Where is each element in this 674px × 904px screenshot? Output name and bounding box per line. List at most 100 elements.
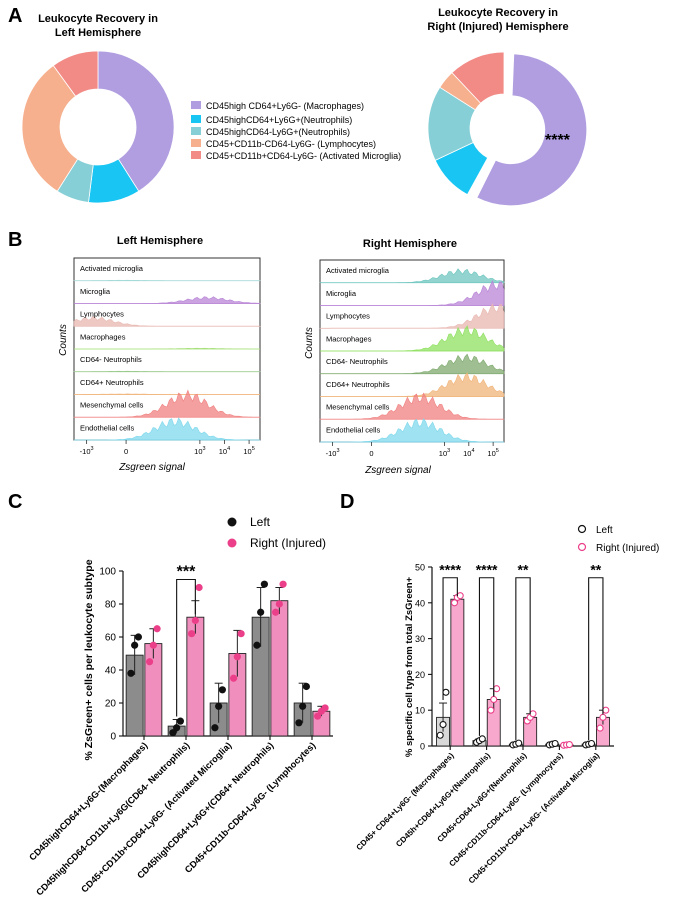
legend-label-macrophages: CD45high CD64+Ly6G- (Macrophages) [206, 101, 364, 111]
histo-left-xtick-label: 103 [194, 446, 205, 456]
bar-c-point-right-injured-1 [195, 583, 203, 592]
pie-right-title-line2: Right (Injured) Hemisphere [427, 21, 568, 33]
histo-right: Activated microglia Microglia Lymphocytes M… [319, 259, 505, 458]
histo-left-curve-cd64-neutrophils [73, 370, 261, 373]
bar-d-point-right-injured-1 [487, 706, 495, 714]
bar-c-point-left-2 [218, 686, 226, 694]
bar-d-ylabel: % specific cell type from total ZsGreen+ [404, 576, 415, 757]
bar-d-point-right-injured-4 [596, 724, 604, 732]
histo-right-curve-lymphocytes [319, 302, 505, 329]
histo-left-xtick-label: -103 [80, 446, 94, 456]
histo-left-label-lymphocytes: Lymphocytes [80, 310, 124, 319]
histo-left-xtick-label: 105 [243, 446, 254, 456]
bar-d-sig-bracket-0 [442, 577, 458, 701]
bar-c-point-right-injured-3 [272, 608, 280, 616]
bar-c-point-left-1 [176, 717, 184, 725]
pie-left-title-line1: Leukocyte Recovery in [38, 13, 158, 25]
bar-d-point-left-4 [587, 739, 596, 748]
histo-right-xtick-exp: 4 [471, 448, 474, 454]
legend-c-left-label: Left [250, 515, 271, 529]
pie-legend: CD45high CD64+Ly6G- (Macrophages) CD45hi… [191, 101, 401, 161]
bar-c-point-left-4 [299, 702, 307, 710]
pie-slice-cd45high-cd64-ly6g-macrophages [476, 53, 588, 207]
histo-right-xtick-exp: 5 [496, 448, 499, 454]
bar-c-ylabel: % ZsGreen+ cells per leukocyte subtype [83, 559, 95, 760]
histo-right-curve-macrophages [320, 325, 505, 352]
pie-right [427, 51, 588, 207]
histo-left-ylabel: Counts [58, 324, 69, 356]
legend-label-cd64pos-neutrophils: CD45highCD64+Ly6G+(Neutrophils) [206, 115, 352, 125]
bar-c-ytick-label: 20 [105, 699, 117, 710]
histo-left-xtick-exp: 5 [252, 446, 255, 452]
bar-d-sig-label-2: ** [518, 562, 529, 578]
panel-letter-a: A [8, 5, 22, 27]
legend-c-left-marker [227, 517, 237, 527]
bar-d-point-right-injured-0 [450, 599, 459, 607]
bar-c-point-left-0 [134, 633, 142, 641]
bar-d-point-left-0 [436, 731, 444, 739]
legend-d-left-label: Left [596, 525, 613, 536]
bar-d-ytick-label: 10 [415, 706, 425, 716]
histo-right-xtick-label: 104 [463, 448, 474, 458]
bar-c-point-right-injured-4 [321, 704, 329, 712]
bar-c-ytick-label: 100 [99, 567, 116, 578]
histo-right-label-microglia: Microglia [326, 289, 357, 298]
histo-left-title: Left Hemisphere [117, 235, 203, 247]
bar-c-ytick-label: 60 [105, 633, 117, 644]
histo-right-label-endothelial-cells: Endothelial cells [326, 425, 380, 434]
bar-c-point-left-3 [260, 580, 268, 588]
bar-d-point-left-2 [515, 739, 523, 747]
bar-d-point-left-1 [478, 735, 486, 743]
histo-right-curve-cd64-neutrophils [319, 353, 505, 375]
bar-c-point-right-injured-2 [233, 653, 241, 661]
legend-swatch-cd64pos-neutrophils [191, 115, 201, 123]
histo-right-label-cd64-neutrophils: CD64+ Neutrophils [326, 380, 390, 389]
bar-d-legend: Left Right (Injured) [577, 524, 659, 554]
pie-slice-cd45-cd11b-cd64-ly6g-activated-microglia [451, 51, 505, 104]
bar-d-bar-right-injured-0 [450, 598, 465, 747]
bar-d-sig-bracket-1 [478, 577, 495, 736]
bar-c-point-left-0 [127, 669, 135, 677]
histo-left-xtick-label: 104 [219, 446, 230, 456]
bar-c-point-right-injured-2 [237, 630, 245, 638]
bar-c-point-left-2 [211, 724, 219, 732]
legend-d-left-marker [577, 524, 587, 534]
bar-d-point-right-injured-3 [565, 741, 573, 749]
histo-right-label-macrophages: Macrophages [326, 334, 372, 343]
histo-left-label-cd64-neutrophils: CD64+ Neutrophils [80, 378, 144, 387]
histo-right-label-mesenchymal-cells: Mesenchymal cells [326, 403, 390, 412]
histo-right-title: Right Hemisphere [363, 238, 457, 250]
bar-d-sig-bracket-2 [515, 577, 531, 741]
histo-left-curve-endothelial-cells [74, 417, 260, 441]
legend-label-activated-microglia: CD45+CD11b+CD64-Ly6G- (Activated Microgl… [206, 151, 401, 161]
bar-c-point-right-injured-0 [153, 625, 161, 633]
pie-left-title-line2: Left Hemisphere [55, 27, 141, 39]
histo-right-xtick-label: 0 [369, 449, 373, 458]
pie-left [21, 50, 175, 204]
histo-left-label-cd64-neutrophils: CD64- Neutrophils [80, 355, 142, 364]
bar-c-category-label-2: CD45+CD11b+CD64-Ly6G- (Activated Microgl… [79, 740, 233, 894]
histo-right-ylabel: Counts [304, 327, 315, 359]
bar-c-bar-right-injured-3 [270, 600, 289, 737]
bar-c-point-left-3 [253, 641, 261, 649]
bar-d-point-right-injured-2 [529, 710, 537, 718]
bar-d-sig-bracket-4 [588, 577, 604, 741]
bar-d-point-right-injured-0 [456, 592, 464, 600]
pie-right-title-line1: Leukocyte Recovery in [438, 7, 558, 19]
histo-left-label-microglia: Microglia [80, 287, 111, 296]
bar-d-point-left-0 [439, 720, 447, 729]
pie-right-significance: **** [545, 132, 571, 149]
histo-left-label-activated-microglia: Activated microglia [80, 264, 144, 273]
panel-letter-c: C [8, 491, 22, 513]
panel-letter-b: B [8, 229, 22, 251]
legend-swatch-cd64neg-neutrophils [191, 127, 201, 135]
histo-left-xtick-exp: 3 [203, 446, 206, 452]
legend-label-cd64neg-neutrophils: CD45highCD64-Ly6G+(Neutrophils) [206, 127, 350, 137]
histo-right-xtick-label: 105 [487, 448, 498, 458]
bar-d-point-left-3 [551, 739, 559, 748]
bar-d-ytick-label: 40 [415, 598, 425, 608]
bar-c-point-right-injured-4 [314, 712, 322, 720]
histo-left-xtick-exp: 3 [91, 446, 94, 452]
bar-c-point-right-injured-0 [149, 641, 157, 649]
